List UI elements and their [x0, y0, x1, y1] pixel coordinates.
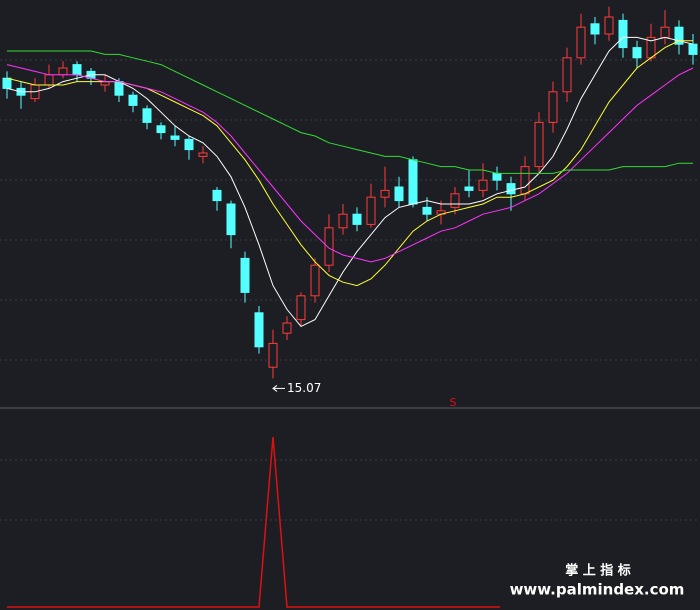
candle-body [492, 172, 502, 181]
candle-body [226, 203, 236, 236]
ma-line [7, 50, 693, 174]
candle-body [506, 183, 516, 195]
low-label: 15.07 [287, 381, 321, 395]
candle-body [674, 26, 684, 45]
ma-line [6, 64, 694, 263]
candle-body [100, 81, 110, 86]
candle-body [576, 26, 586, 59]
candle-body [464, 186, 474, 191]
watermark-url: www.palmindex.com [510, 581, 685, 599]
candle-body [72, 64, 82, 76]
grid [0, 59, 700, 521]
candle-body [590, 23, 600, 35]
candle-body [688, 43, 698, 55]
candle-body [114, 81, 124, 96]
candle-body [366, 196, 376, 225]
candle-body [212, 189, 222, 202]
candle-body [618, 19, 628, 49]
candle-body [156, 125, 166, 134]
watermark-bg [500, 560, 700, 610]
candle-body [604, 16, 614, 35]
candle-body [2, 77, 12, 89]
candle-body [198, 152, 208, 157]
candle-body [660, 26, 670, 38]
candle-body [562, 57, 572, 93]
candle-body [380, 189, 390, 198]
candle-body [310, 264, 320, 297]
ma-line [6, 36, 694, 328]
candle-body [58, 67, 68, 76]
candle-body [184, 138, 194, 151]
candle-body [534, 121, 544, 168]
candle-body [352, 213, 362, 225]
signal-label: S [450, 396, 457, 409]
candle-body [170, 135, 180, 140]
candle-body [254, 312, 264, 348]
candle-body [324, 227, 334, 266]
candle-body [338, 213, 348, 229]
candle-body [408, 159, 418, 205]
candle-body [268, 342, 278, 368]
candle-body [450, 193, 460, 208]
candle-body [282, 322, 292, 334]
low-arrow-head [272, 385, 278, 392]
candle-body [548, 91, 558, 123]
candle-body [422, 206, 432, 215]
candle-body [44, 74, 54, 86]
candle-body [240, 257, 250, 293]
candle-body [142, 108, 152, 123]
candle-body [128, 94, 138, 106]
watermark-title: 掌 上 指 标 [565, 563, 631, 579]
candle-body [632, 47, 642, 59]
candle-body [394, 186, 404, 202]
candle-body [296, 295, 306, 321]
candle-body [478, 179, 488, 191]
candle-body [520, 166, 530, 195]
